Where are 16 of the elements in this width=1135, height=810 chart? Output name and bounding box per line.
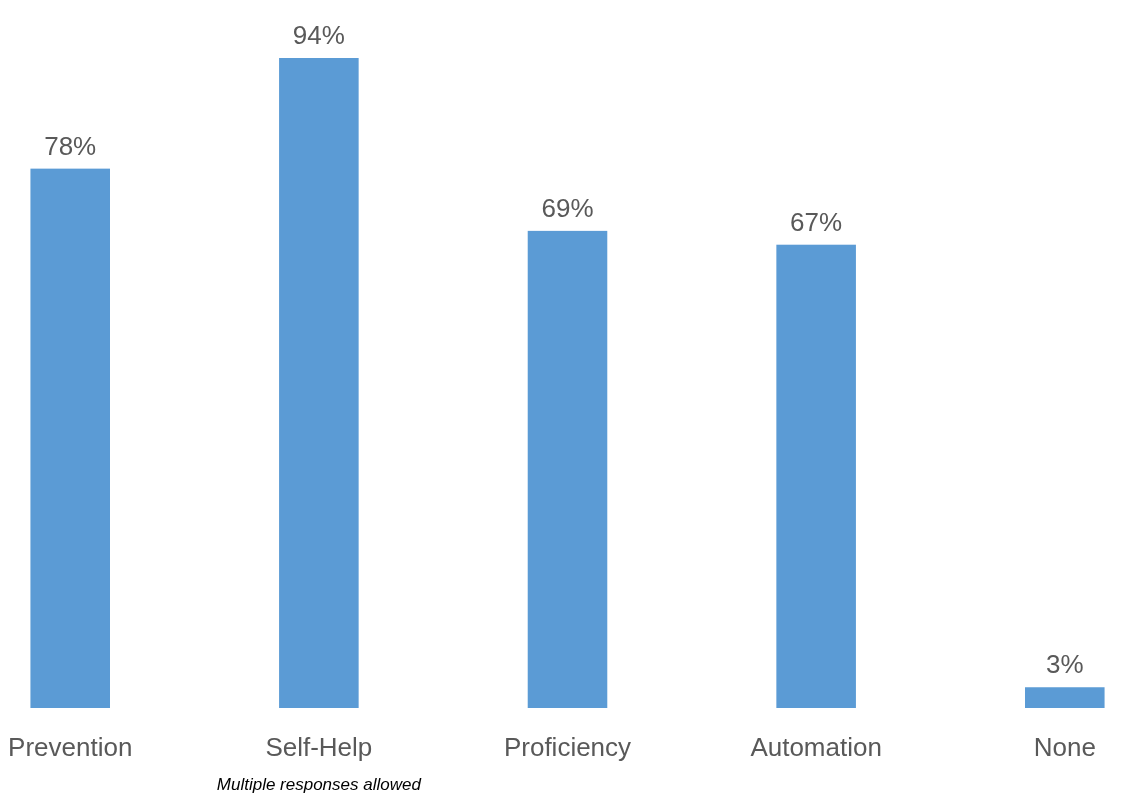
x-tick-label: Prevention	[8, 732, 133, 762]
x-tick-label: Proficiency	[503, 732, 632, 762]
data-label: 78%	[44, 130, 97, 161]
bar	[279, 58, 359, 708]
bar	[1025, 687, 1105, 708]
bar	[30, 168, 110, 708]
data-label: 69%	[541, 192, 594, 223]
x-tick-label: Automation	[750, 732, 882, 762]
text: Multiple responses allowed	[216, 775, 422, 794]
bar	[776, 244, 856, 708]
bar	[527, 230, 608, 708]
x-tick-label: Self-Help	[265, 732, 373, 762]
data-label: 94%	[292, 20, 345, 50]
x-tick-label: None	[1033, 732, 1096, 762]
data-label: 3%	[1046, 649, 1084, 680]
data-label: 67%	[790, 206, 843, 237]
